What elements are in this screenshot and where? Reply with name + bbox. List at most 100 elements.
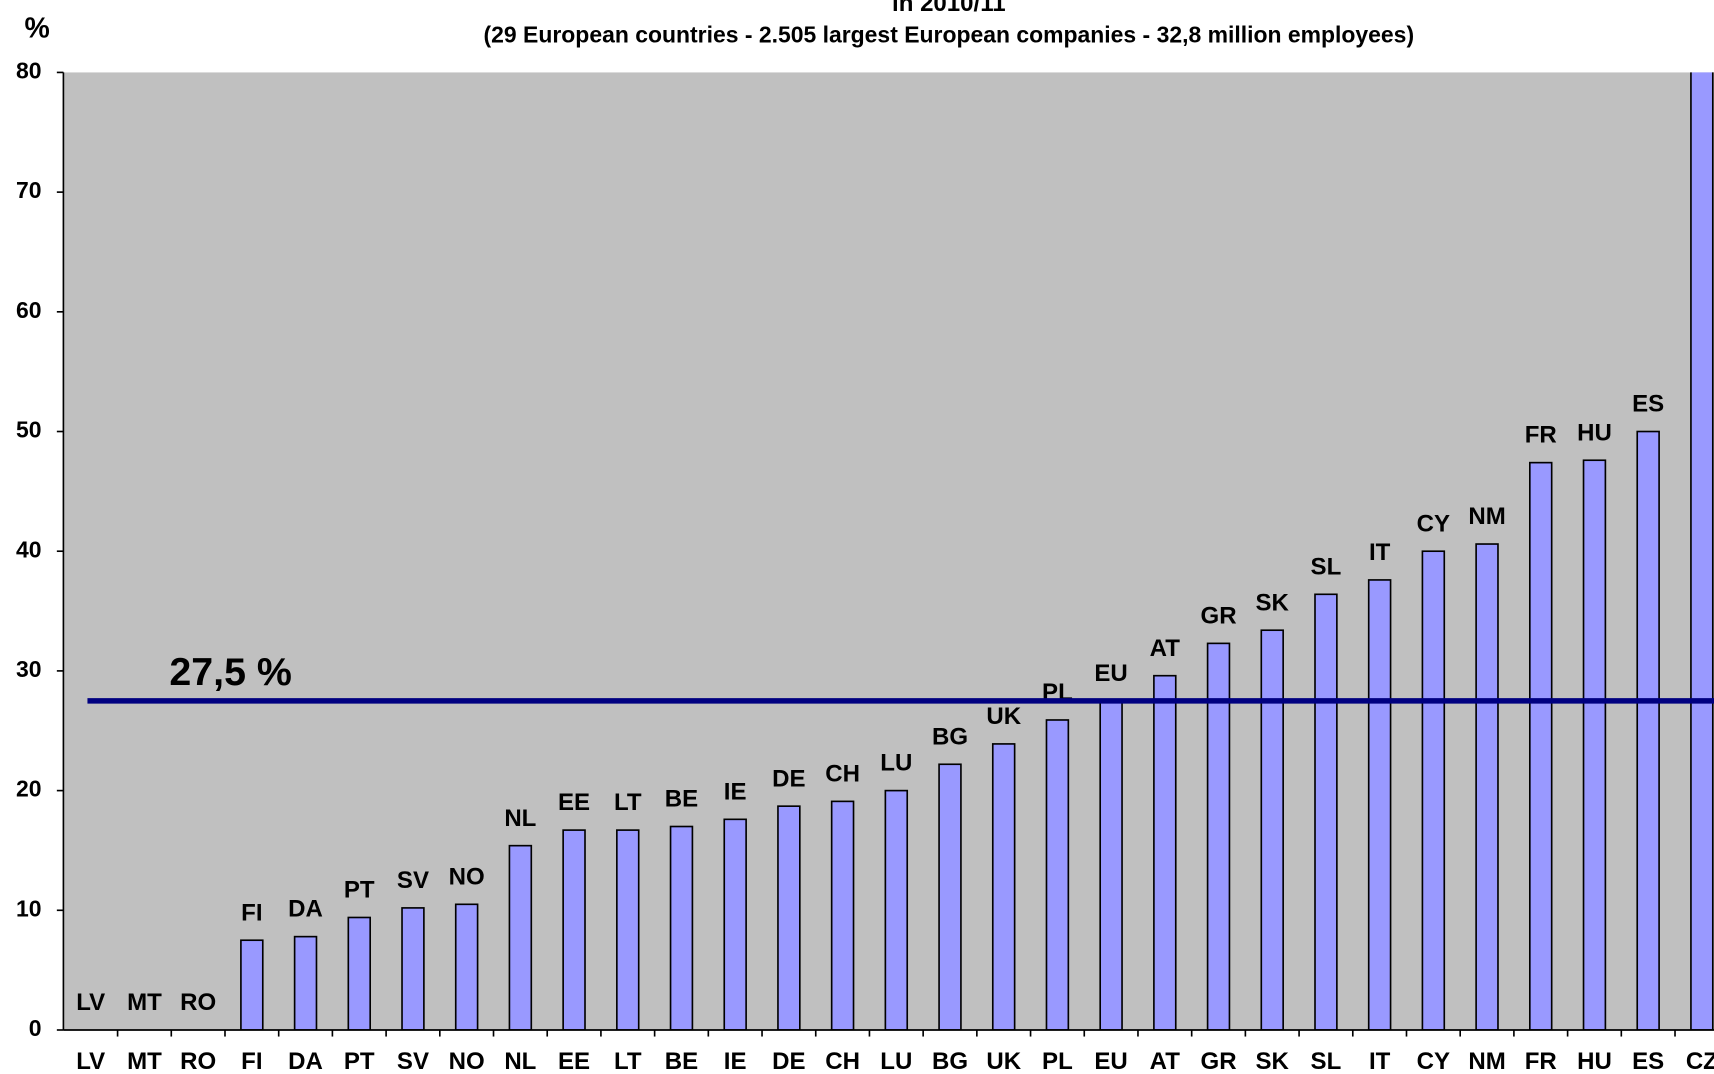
reference-label: 27,5 % [169, 650, 291, 694]
bar-label: LT [614, 789, 642, 816]
x-tick-label: CZ [1686, 1048, 1714, 1074]
y-tick-label: 40 [16, 536, 42, 562]
bar [1099, 700, 1123, 1030]
bar-label: MT [127, 989, 162, 1016]
bar [347, 916, 372, 1030]
y-tick-label: 20 [16, 776, 42, 802]
x-tick-label: AT [1150, 1048, 1181, 1074]
bar-label: NM [1468, 503, 1505, 530]
bar [1153, 674, 1177, 1030]
x-tick-label: SK [1256, 1048, 1290, 1074]
bar [454, 903, 479, 1030]
x-tick-label: CH [825, 1048, 860, 1074]
bar-label: BG [932, 723, 968, 750]
x-tick-label: PL [1042, 1048, 1073, 1074]
x-tick-label: LT [614, 1048, 642, 1074]
x-tick-label: NO [449, 1048, 485, 1074]
x-tick-label: DA [288, 1048, 323, 1074]
x-tick-label: ES [1632, 1048, 1664, 1074]
x-tick-label: PT [344, 1048, 375, 1074]
x-tick-label: EE [558, 1048, 590, 1074]
bar-label: DE [772, 765, 805, 792]
bar [1475, 543, 1499, 1030]
bar-label: LU [880, 750, 912, 777]
bar-label: UK [986, 703, 1021, 730]
x-tick-label: FR [1525, 1048, 1557, 1074]
y-tick-label: 50 [16, 417, 42, 443]
bar [723, 818, 747, 1030]
bar-label: CH [825, 760, 860, 787]
bar-label: FI [241, 899, 262, 926]
chart-title: in 2010/11 [892, 0, 1006, 17]
bar-label: PT [344, 877, 375, 904]
bar-label: IT [1369, 539, 1391, 566]
bar [562, 829, 586, 1030]
bar-label: DA [288, 896, 323, 923]
bar-label: CY [1417, 510, 1450, 537]
bar-label: SK [1256, 589, 1290, 616]
bar [669, 825, 694, 1030]
y-tick-label: 10 [16, 895, 42, 921]
x-tick-label: EU [1094, 1048, 1127, 1074]
bar-label: SV [397, 867, 429, 894]
bar [1314, 593, 1338, 1030]
x-tick-label: BG [932, 1048, 968, 1074]
bar [1582, 459, 1607, 1030]
x-tick-label: CY [1417, 1048, 1450, 1074]
bar [1421, 550, 1446, 1030]
bar-label: NL [504, 805, 536, 832]
chart-subtitle: (29 European countries - 2.505 largest E… [484, 21, 1415, 47]
bar [1529, 461, 1553, 1030]
x-tick-label: SL [1311, 1048, 1342, 1074]
x-tick-label: LV [76, 1048, 105, 1074]
y-tick-label: 60 [16, 297, 42, 323]
x-tick-label: NM [1468, 1048, 1505, 1074]
y-axis-label: % [25, 12, 50, 44]
bar-label: NO [449, 863, 485, 890]
bar-label: IE [724, 778, 747, 805]
bar-label: ES [1632, 391, 1664, 418]
x-tick-label: NL [504, 1048, 536, 1074]
bar-label: FR [1525, 422, 1557, 449]
bar [1045, 719, 1070, 1030]
y-tick-label: 80 [16, 57, 42, 83]
bar [1636, 430, 1660, 1030]
x-tick-label: LU [880, 1048, 912, 1074]
bar [240, 939, 264, 1030]
x-tick-label: BE [665, 1048, 698, 1074]
bar-label: SL [1311, 553, 1342, 580]
bar-label: AT [1150, 635, 1181, 662]
x-tick-label: HU [1577, 1048, 1612, 1074]
bar [777, 805, 801, 1030]
x-tick-label: GR [1201, 1048, 1237, 1074]
bar-label: LV [76, 989, 105, 1016]
x-tick-label: SV [397, 1048, 429, 1074]
bar-label: EE [558, 789, 590, 816]
bar-label: HU [1577, 419, 1612, 446]
bar [830, 800, 855, 1030]
bar-label: BE [665, 786, 698, 813]
bar [1367, 579, 1392, 1030]
x-tick-label: MT [127, 1048, 162, 1074]
bar [1690, 72, 1714, 1030]
x-tick-label: IE [724, 1048, 747, 1074]
bar-label: RO [180, 989, 216, 1016]
x-tick-label: IT [1369, 1048, 1391, 1074]
x-tick-label: UK [986, 1048, 1021, 1074]
bar [1260, 629, 1284, 1030]
bar [1206, 642, 1231, 1030]
y-tick-label: 0 [29, 1015, 42, 1041]
bar [884, 789, 909, 1030]
bar [938, 763, 962, 1030]
bar [508, 844, 533, 1030]
x-tick-label: RO [180, 1048, 216, 1074]
bar-label: GR [1201, 602, 1237, 629]
bar [991, 743, 1016, 1030]
x-tick-label: DE [772, 1048, 805, 1074]
bar [616, 829, 640, 1030]
bar [401, 907, 425, 1030]
y-tick-label: 30 [16, 656, 42, 682]
bar-label: EU [1094, 660, 1127, 687]
y-tick-label: 70 [16, 177, 42, 203]
